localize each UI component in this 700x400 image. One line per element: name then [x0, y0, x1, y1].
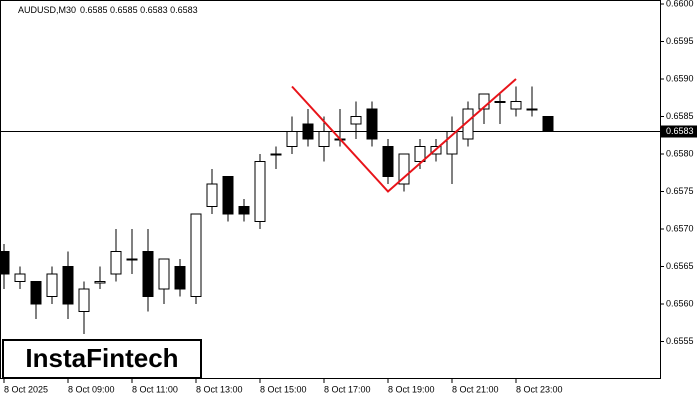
- candle-body: [46, 273, 58, 297]
- current-price-label: 0.6583: [666, 126, 694, 136]
- candle-body: [0, 251, 10, 275]
- plot-frame: [0, 0, 661, 379]
- candle-body: [398, 153, 410, 185]
- candle-body: [382, 146, 394, 177]
- chart-subtitle: 0.6585 0.6585 0.6583 0.6583: [80, 5, 198, 15]
- candle-body: [302, 123, 314, 140]
- candle-body: [510, 101, 522, 110]
- candle-body: [238, 206, 250, 215]
- logo-box: [2, 339, 202, 379]
- candle-body: [190, 213, 202, 297]
- pattern-line: [291, 78, 517, 193]
- candle-body: [110, 251, 122, 275]
- candle-body: [270, 153, 282, 156]
- candle-body: [526, 108, 538, 111]
- candle-body: [142, 251, 154, 297]
- y-tick-label: 0.6595: [666, 36, 694, 46]
- candle-body: [318, 131, 330, 147]
- y-tick-label: 0.6570: [666, 223, 694, 233]
- candle-body: [462, 108, 474, 140]
- candle-body: [14, 273, 26, 282]
- candle-body: [94, 281, 106, 284]
- y-tick-label: 0.6575: [666, 186, 694, 196]
- candle-body: [414, 146, 426, 162]
- candle-body: [542, 116, 554, 132]
- y-tick-label: 0.6565: [666, 261, 694, 271]
- candle-body: [62, 266, 74, 305]
- candle-body: [366, 108, 378, 140]
- candle-body: [222, 176, 234, 215]
- x-tick-label: 8 Oct 11:00: [132, 384, 178, 394]
- y-tick-label: 0.6600: [666, 0, 694, 8]
- y-tick-label: 0.6580: [666, 148, 694, 158]
- candle-body: [126, 258, 138, 261]
- y-tick-label: 0.6590: [666, 73, 694, 83]
- x-tick-label: 8 Oct 13:00: [196, 384, 243, 394]
- y-tick-label: 0.6585: [666, 111, 694, 121]
- candle-body: [158, 258, 170, 290]
- x-tick-label: 8 Oct 17:00: [324, 384, 371, 394]
- candle-body: [206, 183, 218, 207]
- chart-title: AUDUSD,M30: [18, 5, 76, 15]
- candle-body: [78, 288, 90, 312]
- x-tick-label: 8 Oct 19:00: [388, 384, 435, 394]
- y-tick-label: 0.6560: [666, 298, 694, 308]
- x-tick-label: 8 Oct 15:00: [260, 384, 307, 394]
- logo: InstaFintech: [25, 343, 178, 373]
- x-tick-label: 8 Oct 21:00: [452, 384, 499, 394]
- x-tick-label: 8 Oct 2025: [4, 384, 48, 394]
- candle-body: [174, 266, 186, 290]
- x-tick-label: 8 Oct 09:00: [68, 384, 115, 394]
- candle-body: [446, 131, 458, 155]
- current-price-box: [661, 125, 697, 138]
- candle-body: [254, 161, 266, 222]
- chart-header: AUDUSD,M30 0.6585 0.6585 0.6583 0.6583: [18, 5, 198, 15]
- candle-body: [494, 101, 506, 103]
- x-tick-label: 8 Oct 23:00: [516, 384, 563, 394]
- candle-body: [286, 131, 298, 147]
- y-tick-label: 0.6555: [666, 336, 694, 346]
- candle-body: [30, 281, 42, 305]
- candle-body: [350, 116, 362, 125]
